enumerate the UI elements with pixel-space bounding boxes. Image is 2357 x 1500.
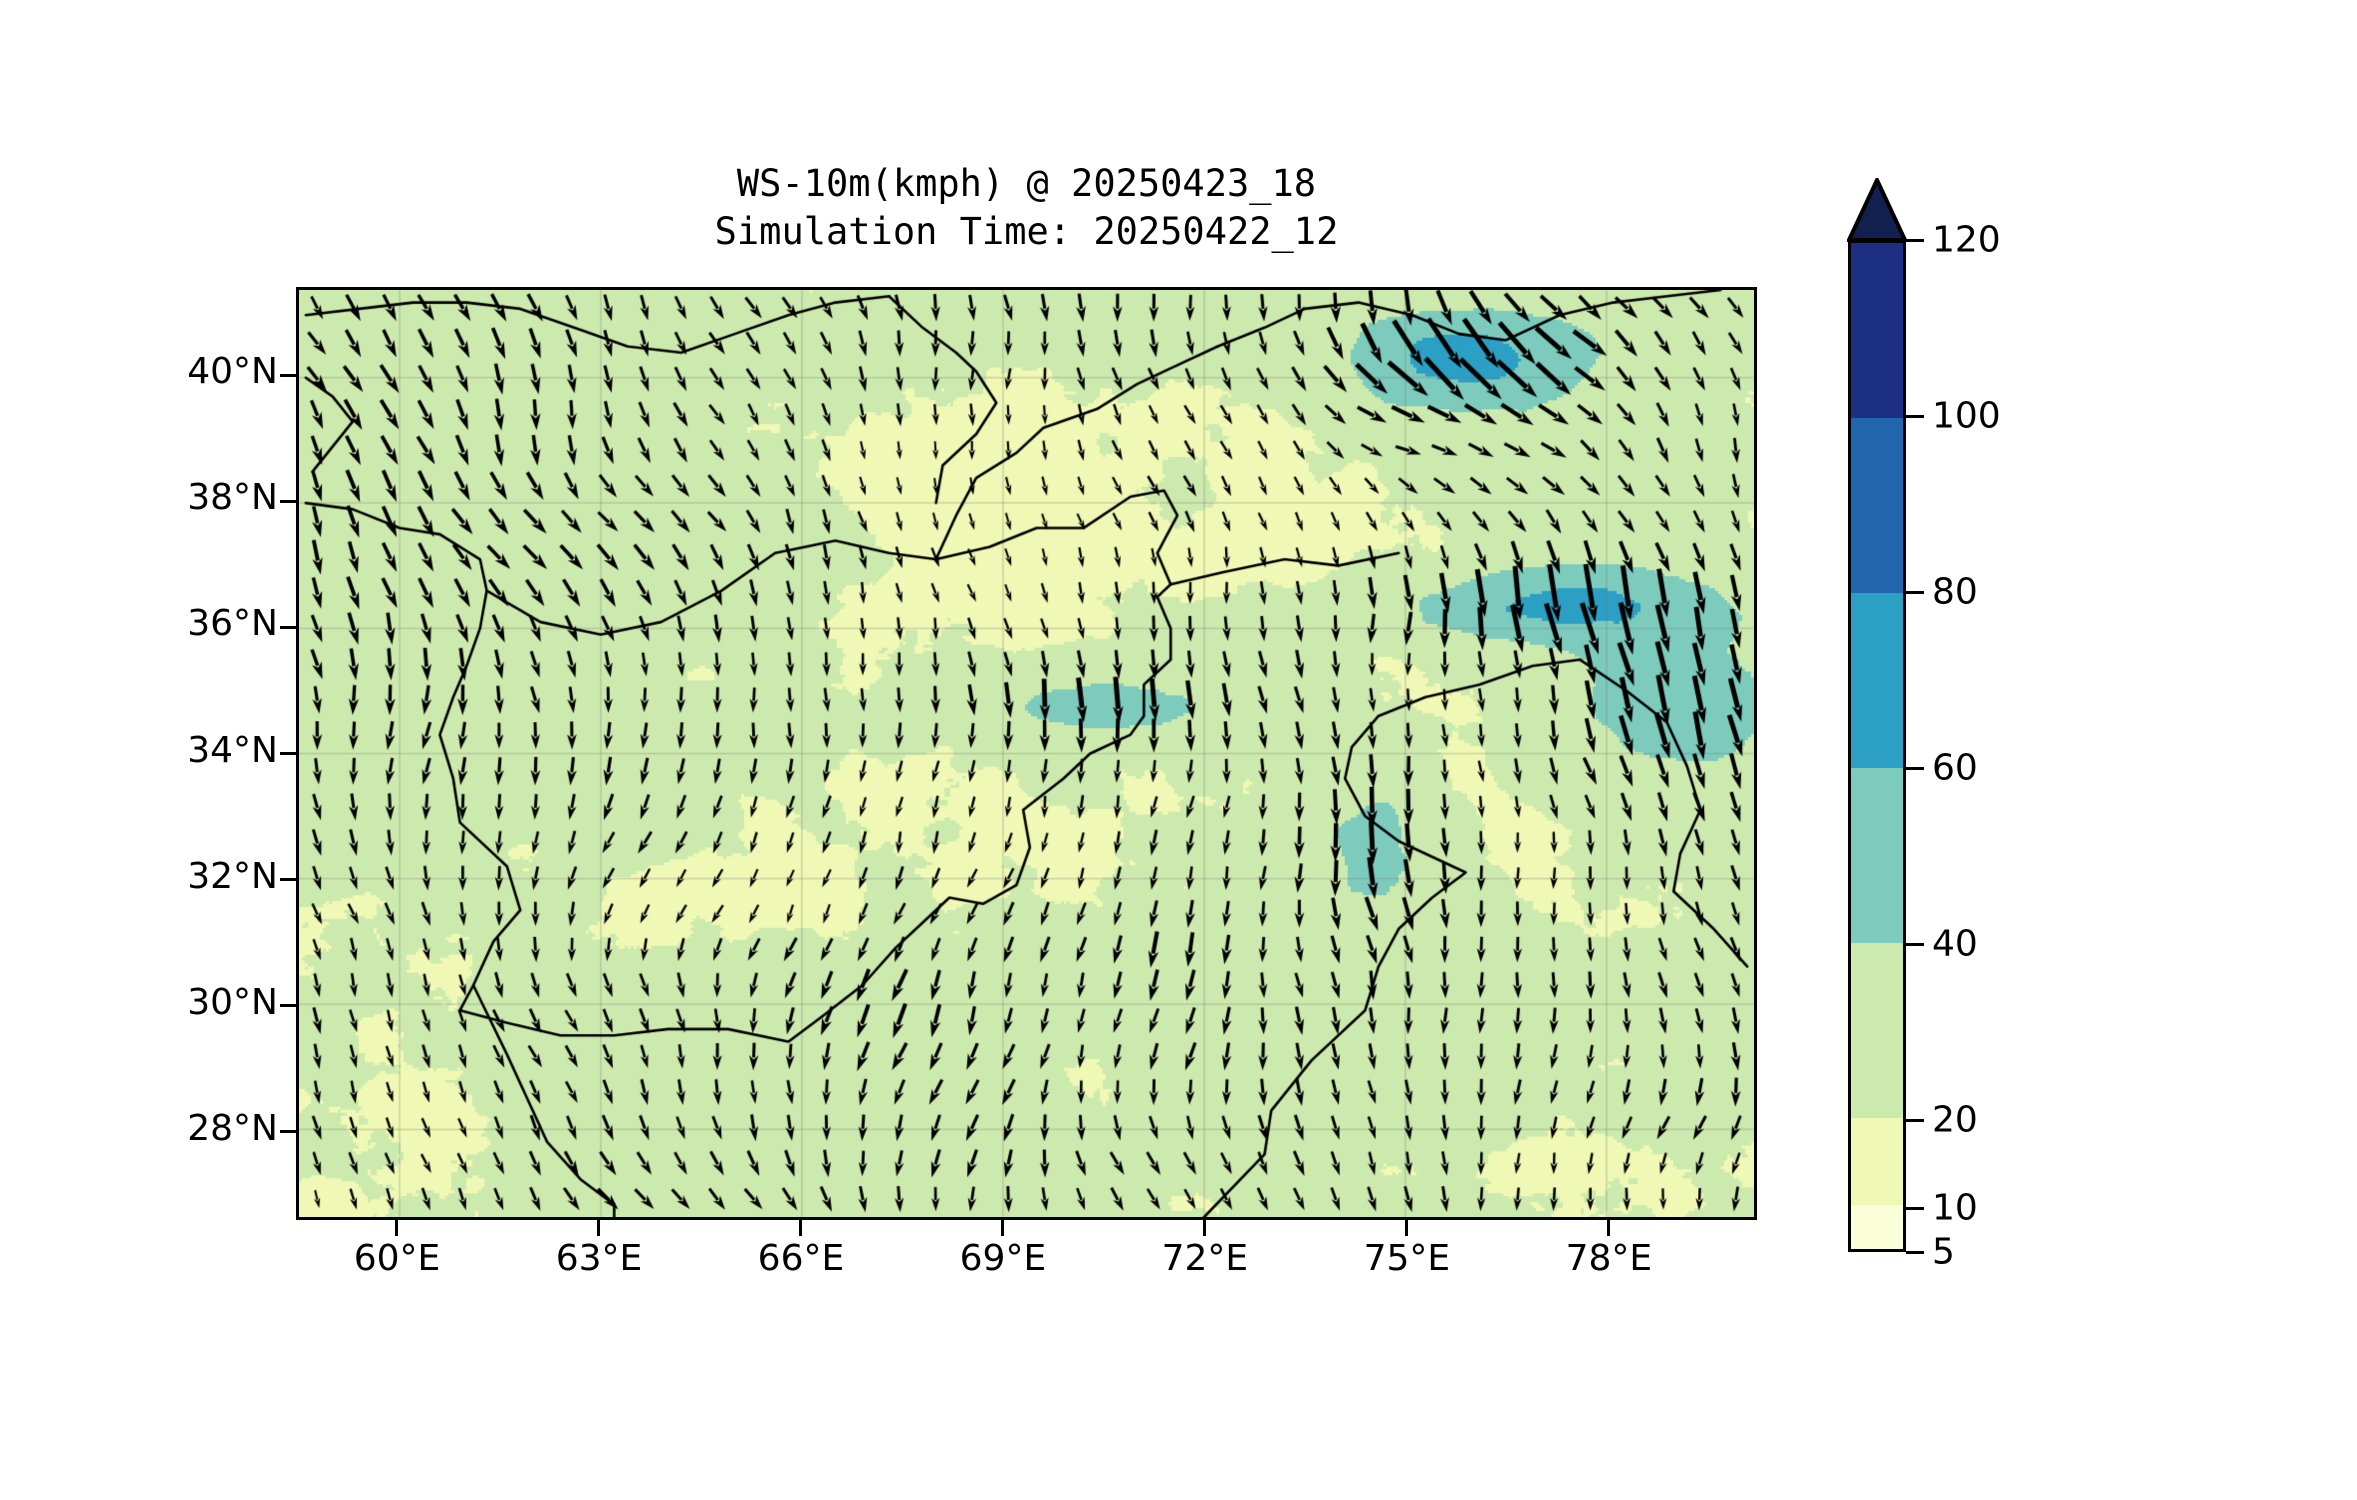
chart-title: WS-10m(kmph) @ 20250423_18 Simulation Ti… [296, 160, 1757, 256]
x-axis-tick-label: 63°E [555, 1238, 643, 1279]
x-axis-tick-label: 66°E [757, 1238, 845, 1279]
colorbar-tick-mark [1906, 766, 1924, 770]
y-axis-tick-label: 36°N [187, 603, 278, 645]
x-axis-tick-mark [1203, 1220, 1207, 1236]
y-axis-tick-mark [280, 1130, 296, 1134]
y-axis-tick-mark [280, 1004, 296, 1008]
x-axis-tick-label: 69°E [959, 1238, 1047, 1279]
colorbar-tick-mark [1906, 1206, 1924, 1210]
y-axis-tick-mark [280, 499, 296, 503]
colorbar-tick-label: 120 [1932, 219, 2001, 261]
title-line-1: WS-10m(kmph) @ 20250423_18 [736, 162, 1317, 205]
colorbar-tick-label: 20 [1932, 1099, 1978, 1141]
colorbar-tick-label: 40 [1932, 923, 1978, 965]
colorbar-tick-mark [1906, 1118, 1924, 1122]
colorbar-band [1851, 1117, 1903, 1206]
x-axis-tick-mark [1001, 1220, 1005, 1236]
y-axis-tick-label: 38°N [187, 477, 278, 519]
colorbar-tick-label: 60 [1932, 747, 1978, 789]
colorbar-tick-label: 80 [1932, 571, 1978, 613]
y-axis-tick-label: 32°N [187, 855, 278, 897]
x-axis-tick-mark [395, 1220, 399, 1236]
y-axis-tick-mark [280, 752, 296, 755]
colorbar-extend-arrow [1847, 178, 1907, 242]
colorbar-tick-mark [1906, 238, 1924, 242]
colorbar: 120 100 80 60 40 20 10 5 [1847, 178, 2001, 1273]
colorbar-tick-label: 5 [1932, 1231, 1955, 1273]
colorbar-tick-mark [1906, 414, 1924, 418]
map-plot-area [296, 287, 1757, 1220]
colorbar-tick-mark [1906, 1250, 1924, 1254]
colorbar-band [1851, 1205, 1903, 1249]
colorbar-tick-mark [1906, 590, 1924, 594]
x-axis-tick-label: 78°E [1565, 1238, 1653, 1279]
x-axis-tick-mark [1405, 1220, 1409, 1236]
y-axis-tick-label: 40°N [187, 351, 278, 393]
colorbar-band [1851, 942, 1903, 1118]
x-axis-tick-label: 75°E [1363, 1238, 1451, 1279]
title-line-2: Simulation Time: 20250422_12 [714, 210, 1339, 254]
y-axis-tick-mark [280, 878, 296, 882]
y-axis-tick-label: 34°N [187, 729, 278, 771]
x-axis-tick-label: 72°E [1161, 1238, 1249, 1279]
y-axis-tick-mark [280, 625, 296, 629]
x-axis-tick-mark [597, 1220, 601, 1236]
colorbar-tick-mark [1906, 942, 1924, 946]
wind-field-canvas [299, 290, 1754, 1217]
x-axis-tick-mark [1607, 1220, 1611, 1236]
colorbar-band [1851, 767, 1903, 943]
colorbar-tick-label: 100 [1932, 395, 2001, 437]
x-axis-tick-label: 60°E [353, 1238, 441, 1279]
colorbar-tick-label: 10 [1932, 1187, 1978, 1229]
colorbar-band [1851, 417, 1903, 593]
colorbar-bands [1848, 240, 1906, 1252]
y-axis-tick-label: 28°N [187, 1107, 278, 1149]
y-axis-tick-mark [280, 373, 296, 377]
y-axis-tick-label: 30°N [187, 981, 278, 1023]
x-axis-tick-mark [799, 1220, 803, 1236]
colorbar-band [1851, 243, 1903, 418]
colorbar-band [1851, 592, 1903, 768]
